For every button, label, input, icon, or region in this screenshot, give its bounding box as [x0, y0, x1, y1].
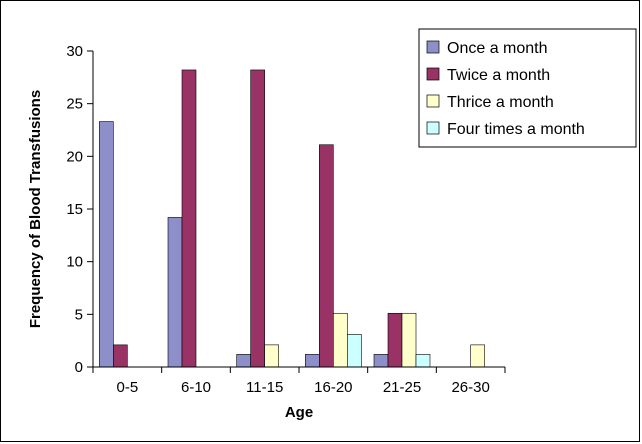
- legend-label: Thrice a month: [447, 94, 554, 111]
- x-axis-title: Age: [285, 404, 313, 421]
- bar-11-15-series-0: [236, 354, 251, 368]
- x-tick-label: 11-15: [246, 379, 283, 396]
- bar-21-25-series-2: [401, 312, 417, 368]
- bar-11-15-series-2: [264, 344, 279, 368]
- y-tick-label: 5: [75, 306, 83, 323]
- x-tick-label: 0-5: [116, 379, 138, 396]
- bar-6-10-series-0: [167, 217, 183, 368]
- bar-16-20-series-2: [333, 312, 348, 368]
- legend-label: Four times a month: [447, 121, 585, 138]
- y-tick-label: 10: [66, 254, 83, 271]
- legend: Once a month Twice a month Thrice a month F…: [418, 28, 637, 148]
- y-axis: 0 5 10 15 20 25 30: [66, 43, 94, 376]
- bar-21-25-series-3: [415, 354, 431, 368]
- bar-16-20-series-3: [347, 334, 362, 368]
- y-tick-label: 25: [66, 96, 83, 113]
- x-tick-label: 21-25: [383, 379, 421, 396]
- bar-21-25-series-1: [387, 312, 403, 368]
- bar-0-5-series-1: [113, 344, 128, 368]
- y-tick-label: 30: [66, 43, 83, 60]
- bar-16-20-series-0: [305, 354, 320, 368]
- legend-swatch: [426, 94, 440, 108]
- legend-label: Once a month: [447, 40, 548, 57]
- x-tick-label: 6-10: [181, 379, 211, 396]
- y-tick-label: 0: [75, 359, 83, 376]
- y-axis-title: Frequency of Blood Transfusions: [27, 90, 44, 328]
- y-tick-label: 20: [66, 148, 83, 165]
- legend-swatch: [426, 121, 440, 135]
- legend-label: Twice a month: [447, 67, 550, 84]
- x-axis: 0-5 6-10 11-15 16-20 21-25 26-30: [92, 366, 506, 396]
- bar-0-5-series-0: [99, 121, 114, 368]
- bar-6-10-series-1: [181, 69, 197, 368]
- bar-21-25-series-0: [373, 354, 389, 368]
- legend-swatch: [426, 67, 440, 81]
- bar-11-15-series-1: [250, 69, 265, 368]
- x-tick-label: 26-30: [451, 379, 489, 396]
- bar-26-30-series-2: [470, 344, 485, 368]
- x-tick-label: 16-20: [314, 379, 352, 396]
- legend-swatch: [426, 40, 440, 54]
- bars-group: [99, 69, 485, 368]
- bar-16-20-series-1: [319, 144, 334, 368]
- y-tick-label: 15: [66, 201, 83, 218]
- legend-box: [418, 28, 637, 148]
